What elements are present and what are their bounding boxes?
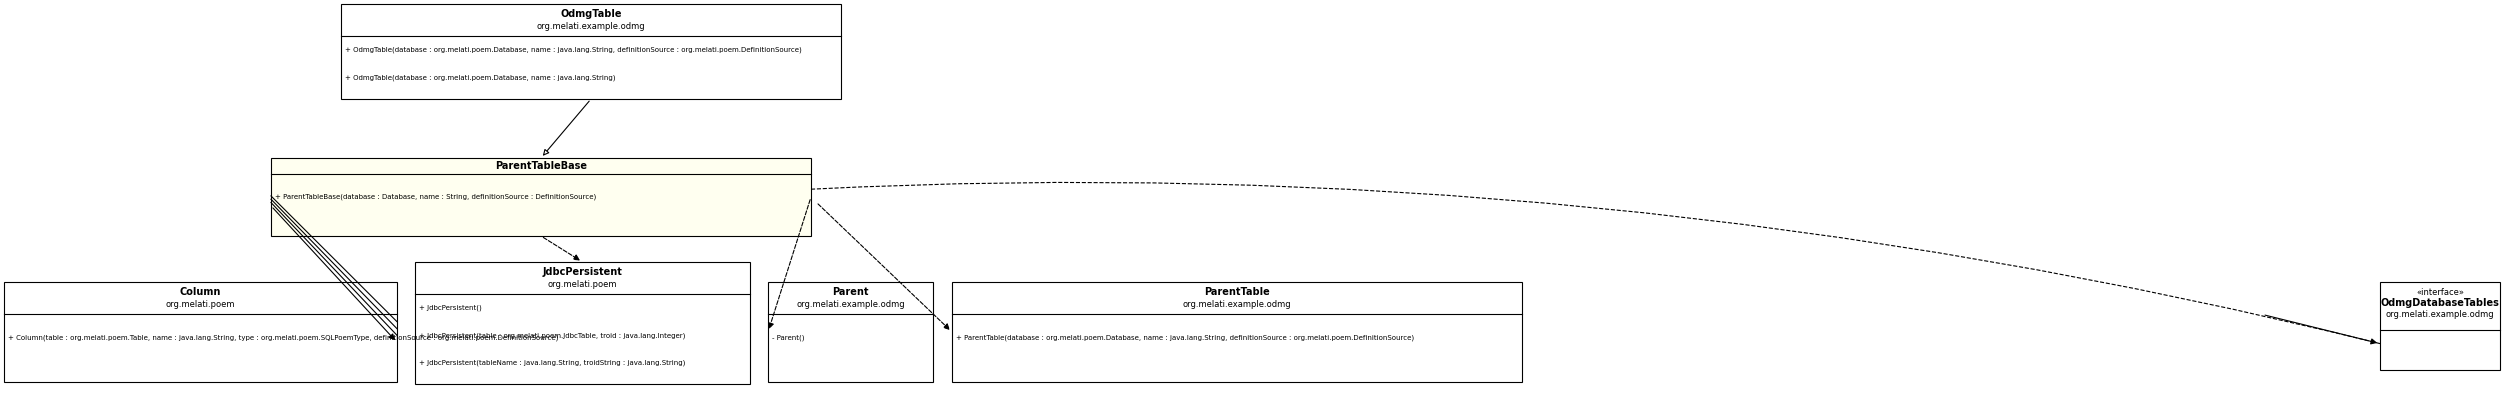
Text: + OdmgTable(database : org.melati.poem.Database, name : java.lang.String): + OdmgTable(database : org.melati.poem.D… [346, 74, 617, 81]
Text: org.melati.example.odmg: org.melati.example.odmg [536, 22, 644, 31]
Text: OdmgTable: OdmgTable [559, 9, 622, 19]
Text: ParentTable: ParentTable [1203, 287, 1271, 297]
Text: - Parent(): - Parent() [772, 335, 805, 342]
Text: Column: Column [181, 287, 221, 297]
Bar [5, 282, 396, 382]
Text: org.melati.poem: org.melati.poem [165, 300, 236, 309]
Bar [271, 158, 810, 236]
Text: Parent: Parent [832, 287, 870, 297]
Text: + JdbcPersistent(): + JdbcPersistent() [419, 305, 481, 311]
Text: + ParentTable(database : org.melati.poem.Database, name : java.lang.String, defi: + ParentTable(database : org.melati.poem… [955, 335, 1414, 342]
Text: + JdbcPersistent(table : org.melati.poem.JdbcTable, troid : java.lang.Integer): + JdbcPersistent(table : org.melati.poem… [419, 332, 684, 339]
Text: org.melati.example.odmg: org.melati.example.odmg [2387, 310, 2494, 319]
Bar [416, 262, 750, 384]
Text: + ParentTableBase(database : Database, name : String, definitionSource : Definit: + ParentTableBase(database : Database, n… [276, 193, 597, 199]
Text: org.melati.example.odmg: org.melati.example.odmg [1183, 300, 1291, 309]
Text: JdbcPersistent: JdbcPersistent [542, 267, 622, 277]
Text: org.melati.example.odmg: org.melati.example.odmg [797, 300, 905, 309]
Text: + Column(table : org.melati.poem.Table, name : java.lang.String, type : org.mela: + Column(table : org.melati.poem.Table, … [8, 335, 559, 342]
Bar [2379, 282, 2499, 370]
Bar [953, 282, 1522, 382]
Text: + JdbcPersistent(tableName : java.lang.String, troidString : java.lang.String): + JdbcPersistent(tableName : java.lang.S… [419, 359, 684, 366]
Text: ParentTableBase: ParentTableBase [494, 161, 587, 171]
Text: + OdmgTable(database : org.melati.poem.Database, name : java.lang.String, defini: + OdmgTable(database : org.melati.poem.D… [346, 47, 802, 53]
Text: OdmgDatabaseTables: OdmgDatabaseTables [2382, 298, 2499, 308]
Bar [341, 4, 840, 99]
Text: org.melati.poem: org.melati.poem [547, 280, 617, 289]
Bar [767, 282, 933, 382]
Text: «interface»: «interface» [2417, 288, 2464, 297]
